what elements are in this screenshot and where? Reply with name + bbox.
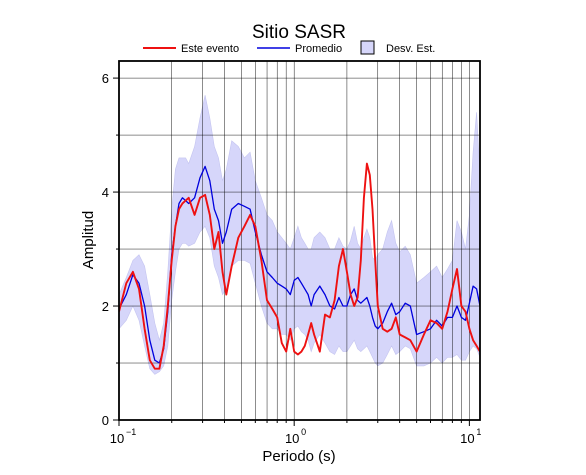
x-tick-label: 10 <box>110 431 124 446</box>
series-layer <box>119 162 480 370</box>
std-band <box>119 95 480 375</box>
series-line-event <box>119 162 480 370</box>
x-tick-exponent: 0 <box>301 427 306 437</box>
std-band-layer <box>119 95 480 375</box>
y-tick-label: 2 <box>102 299 109 314</box>
legend: Este evento Promedio Desv. Est. <box>143 40 435 55</box>
x-tick-label: 10 <box>285 431 299 446</box>
x-tick-exponent: 1 <box>476 427 481 437</box>
x-tick-exponent: −1 <box>126 427 136 437</box>
legend-label-std: Desv. Est. <box>386 43 435 55</box>
grid <box>118 61 480 420</box>
legend-label-event: Este evento <box>181 43 239 55</box>
x-axis-label: Periodo (s) <box>262 448 335 465</box>
y-tick-label: 6 <box>102 71 109 86</box>
y-tick-label: 4 <box>102 185 109 200</box>
y-axis-label: Amplitud <box>80 211 97 269</box>
series-line-mean <box>119 165 480 364</box>
legend-label-mean: Promedio <box>295 43 342 55</box>
legend-swatch-std <box>360 40 375 55</box>
x-tick-label: 10 <box>460 431 474 446</box>
plot-frame <box>118 60 481 421</box>
chart-title: Sitio SASR <box>252 22 346 43</box>
y-tick-label: 0 <box>102 413 109 428</box>
